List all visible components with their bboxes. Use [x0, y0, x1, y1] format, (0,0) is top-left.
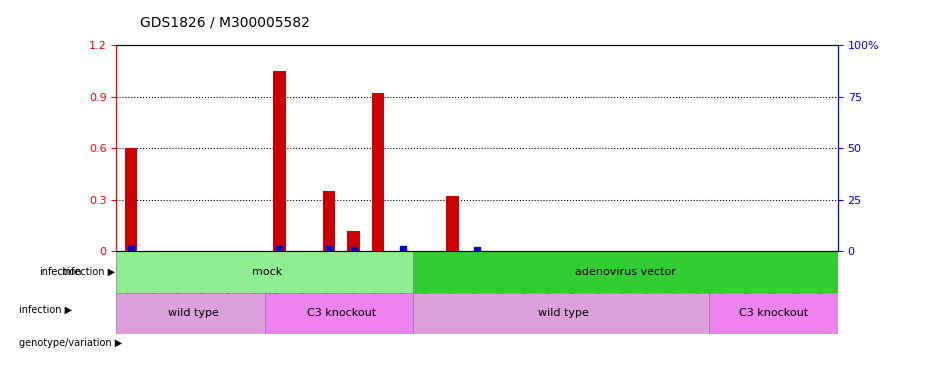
Text: GDS1826 / M300005582: GDS1826 / M300005582	[140, 15, 309, 29]
FancyBboxPatch shape	[412, 251, 838, 292]
Text: C3 knockout: C3 knockout	[306, 308, 376, 318]
Bar	[323, 191, 335, 251]
Bar	[125, 148, 138, 251]
Bar	[446, 196, 459, 251]
FancyBboxPatch shape	[709, 292, 838, 334]
Text: wild type: wild type	[538, 308, 589, 318]
Text: infection ▶: infection ▶	[62, 267, 115, 277]
Bar	[372, 93, 385, 251]
Text: infection ▶: infection ▶	[19, 304, 72, 314]
Text: adenovirus vector: adenovirus vector	[575, 267, 676, 277]
FancyBboxPatch shape	[116, 251, 418, 292]
Text: C3 knockout: C3 knockout	[739, 308, 808, 318]
Text: genotype/variation ▶: genotype/variation ▶	[19, 338, 122, 348]
Bar	[274, 71, 286, 251]
Text: wild type: wild type	[168, 308, 219, 318]
FancyBboxPatch shape	[412, 292, 714, 334]
Text: mock: mock	[252, 267, 282, 277]
Bar	[347, 231, 359, 251]
FancyBboxPatch shape	[116, 292, 270, 334]
FancyBboxPatch shape	[264, 292, 418, 334]
Text: infection: infection	[39, 267, 82, 277]
